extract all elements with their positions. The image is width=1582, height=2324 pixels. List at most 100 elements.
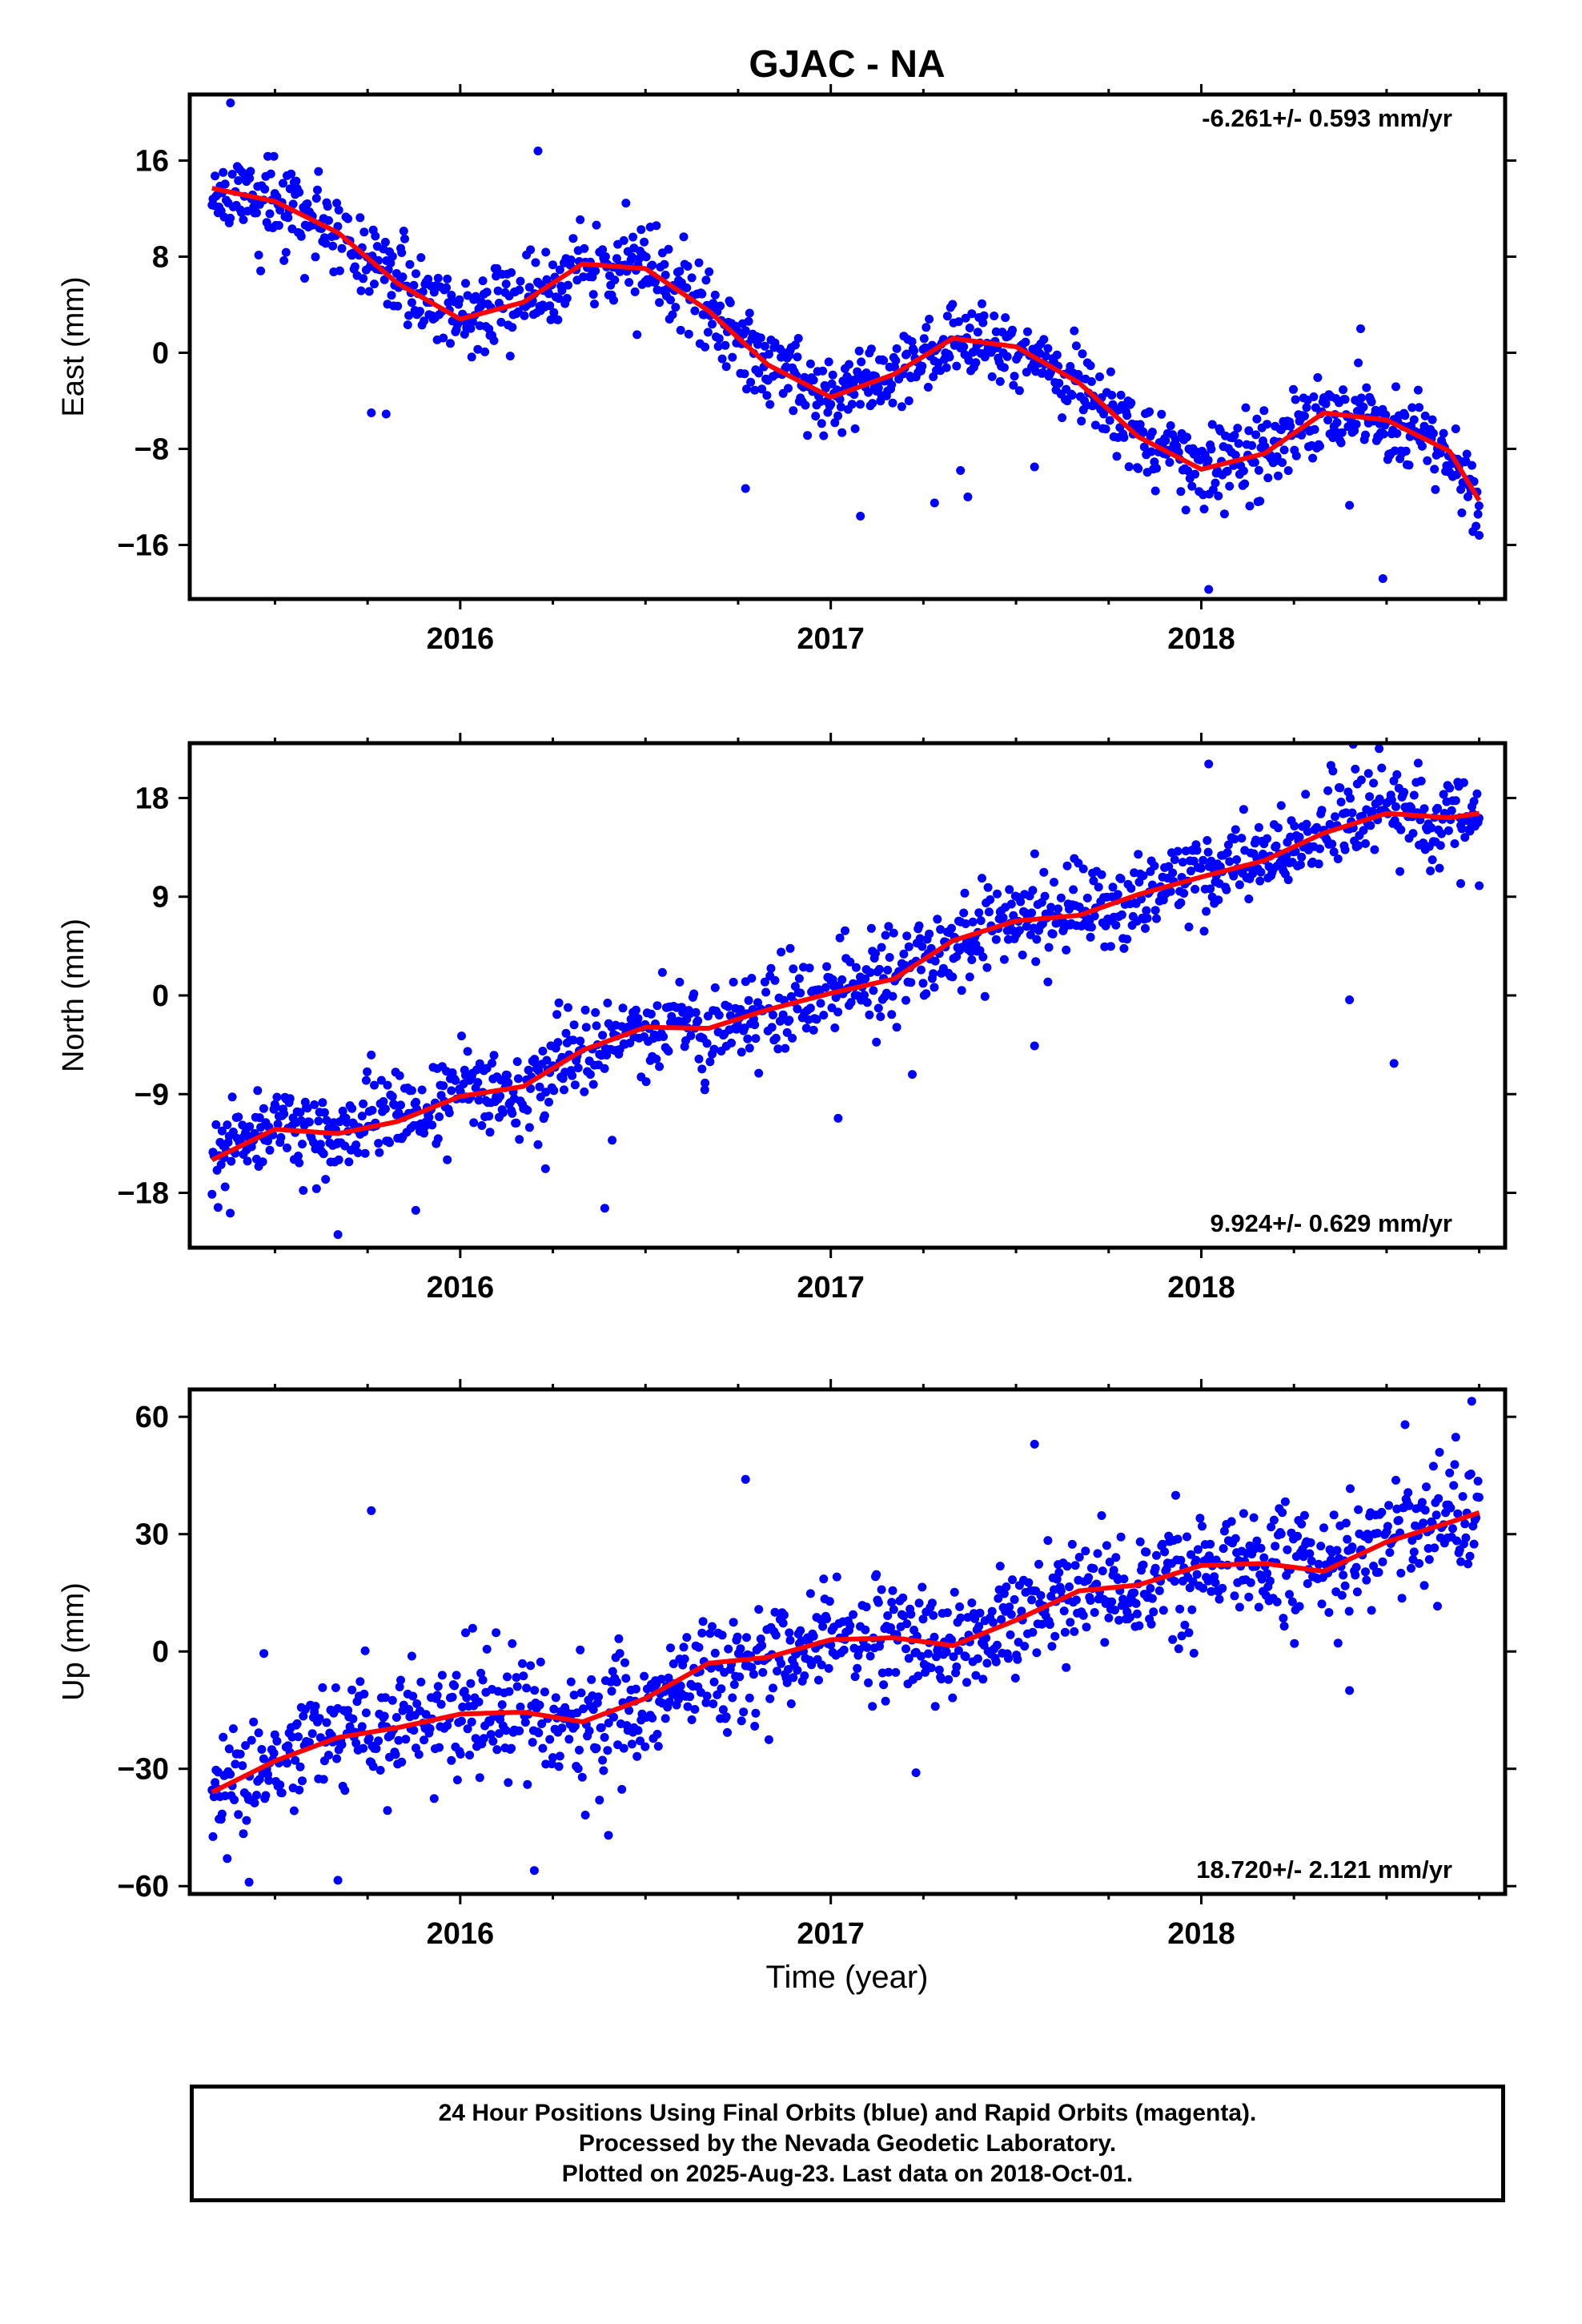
data-point: [493, 286, 503, 296]
data-point: [728, 1693, 737, 1703]
data-point: [1138, 1560, 1148, 1570]
data-point: [721, 340, 730, 350]
data-point: [697, 1628, 707, 1638]
data-point: [887, 380, 897, 389]
data-point: [257, 1745, 267, 1754]
data-point: [978, 874, 986, 883]
data-point: [355, 1677, 365, 1687]
data-point: [1106, 367, 1115, 376]
data-point: [409, 1726, 419, 1735]
data-point: [1347, 1542, 1357, 1552]
data-point: [420, 1735, 429, 1745]
plot-frame: [187, 1387, 1508, 1896]
data-point: [982, 1659, 992, 1668]
data-point: [429, 1794, 439, 1803]
data-point: [585, 1070, 595, 1080]
data-point: [467, 1717, 476, 1727]
data-point: [816, 999, 825, 1008]
data-point: [1337, 428, 1347, 437]
data-point: [744, 995, 753, 1005]
data-point: [1054, 904, 1063, 914]
data-point: [1452, 1536, 1461, 1546]
data-point: [428, 1120, 437, 1130]
data-point: [1407, 403, 1417, 412]
data-point: [889, 928, 898, 938]
data-point: [1027, 908, 1037, 918]
data-point: [652, 1730, 662, 1739]
data-point: [773, 1044, 783, 1054]
data-point: [579, 1704, 588, 1714]
data-point: [1154, 1586, 1164, 1595]
data-point: [424, 1112, 434, 1122]
data-point: [387, 251, 397, 261]
data-point: [350, 262, 359, 271]
data-point: [283, 1143, 291, 1152]
data-point: [907, 337, 917, 346]
data-point: [1170, 855, 1179, 864]
data-point: [398, 272, 408, 282]
data-point: [311, 194, 321, 203]
data-point: [310, 1100, 319, 1109]
data-point: [1401, 446, 1411, 456]
data-point: [416, 253, 426, 263]
data-point: [837, 428, 847, 437]
data-point: [1390, 446, 1399, 456]
data-point: [1056, 1586, 1066, 1596]
data-point: [685, 1692, 695, 1702]
data-point: [897, 402, 906, 412]
data-point: [386, 259, 396, 268]
data-point: [721, 1712, 731, 1722]
data-point: [1082, 1622, 1091, 1632]
data-point: [955, 1602, 965, 1611]
data-point: [1008, 325, 1017, 335]
data-point: [397, 1757, 407, 1767]
panel-3: 2016 2017 2018 60 30 0 −30 −60 Up (mm) 18.720+/- …: [57, 1379, 1516, 1951]
data-point: [433, 1134, 443, 1144]
data-point: [778, 1618, 788, 1628]
data-point: [520, 311, 529, 320]
data-point: [315, 1714, 324, 1723]
data-point: [860, 991, 869, 999]
data-point: [849, 390, 859, 400]
data-point: [703, 1011, 713, 1021]
data-point: [809, 1025, 818, 1035]
data-point: [319, 1775, 328, 1784]
data-point: [833, 411, 843, 420]
data-point: [260, 184, 270, 194]
data-point: [436, 1699, 446, 1709]
data-point: [1020, 1642, 1030, 1651]
data-point: [1081, 1546, 1090, 1556]
data-point: [948, 972, 958, 982]
data-point: [1041, 352, 1050, 361]
data-point: [1422, 1482, 1431, 1492]
data-point: [254, 1728, 263, 1738]
data-point: [1026, 930, 1035, 939]
data-point: [771, 1033, 781, 1043]
data-point: [1365, 792, 1375, 802]
data-point: [757, 384, 767, 394]
data-point: [724, 1002, 733, 1011]
data-point: [390, 1100, 400, 1110]
data-point: [1339, 1570, 1348, 1580]
data-point: [1230, 1591, 1239, 1601]
plot-frame: [187, 741, 1508, 1250]
data-point: [836, 402, 845, 412]
data-point: [258, 1157, 267, 1167]
data-point: [793, 334, 803, 343]
data-point: [1092, 1579, 1102, 1589]
data-point: [1420, 1506, 1430, 1515]
data-point: [1474, 501, 1484, 511]
data-point: [379, 1711, 389, 1721]
data-point: [448, 1692, 457, 1702]
data-point: [370, 279, 379, 289]
data-point: [1451, 796, 1460, 806]
data-point: [1464, 1559, 1472, 1569]
data-point: [740, 1023, 749, 1033]
data-point: [387, 291, 396, 300]
data-point: [1062, 945, 1071, 955]
data-point: [965, 324, 974, 332]
data-point: [971, 358, 981, 368]
data-point: [899, 949, 909, 959]
data-point: [929, 1610, 938, 1620]
data-point: [624, 278, 634, 287]
